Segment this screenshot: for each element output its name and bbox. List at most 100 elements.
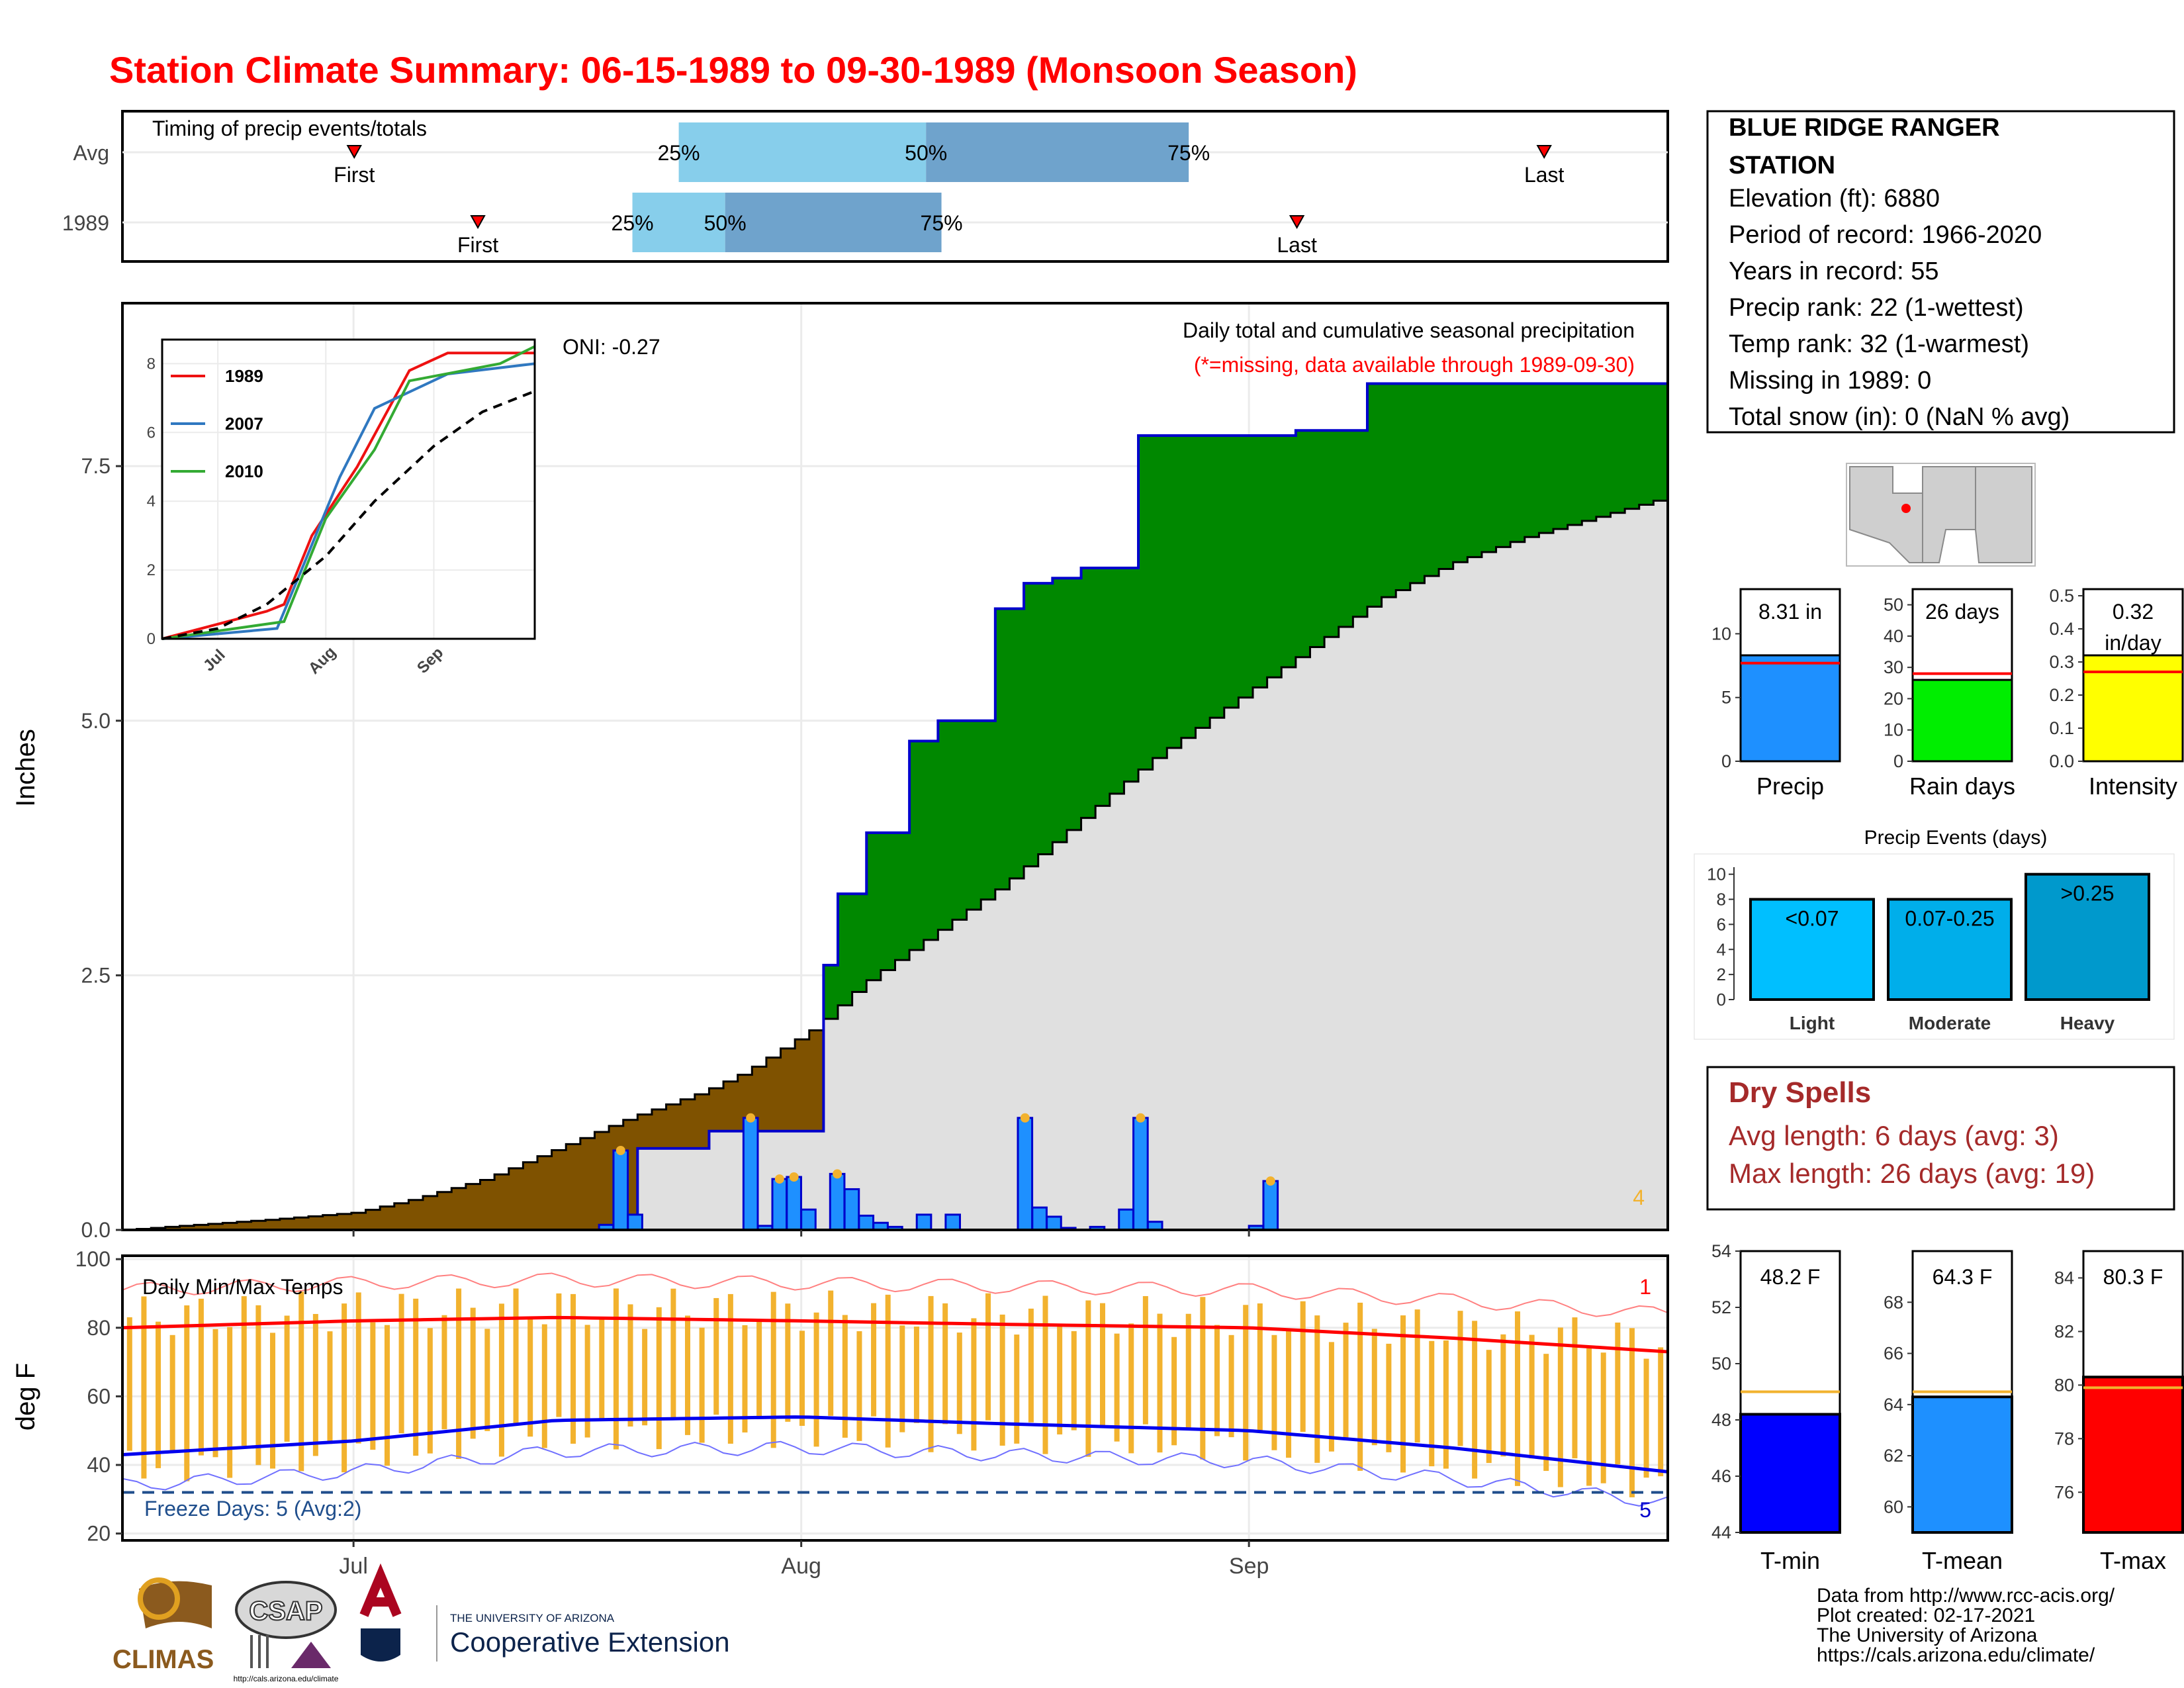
daily-temp-bar	[1457, 1311, 1463, 1446]
station-info: BLUE RIDGE RANGER STATION Elevation (ft)…	[1706, 110, 2175, 434]
timing-p25-label: 25%	[658, 141, 700, 165]
events-tick-label: 6	[1717, 914, 1726, 934]
daily-precip-bar	[829, 1172, 846, 1231]
daily-temp-bar	[541, 1324, 547, 1448]
timing-first-marker-icon	[470, 215, 486, 230]
heavy-rain-marker-icon	[833, 1169, 842, 1179]
daily-temp-bar	[1171, 1336, 1177, 1446]
temp-name-label: T-max	[2100, 1547, 2166, 1574]
mini-tick-label: 0.1	[2049, 718, 2074, 738]
precip-areas	[122, 382, 1669, 1231]
daily-temp-bar	[928, 1295, 934, 1452]
event-bar-heavy	[2025, 872, 2150, 1001]
temp-tick-label: 82	[2054, 1321, 2074, 1341]
timing-iqr-low	[632, 193, 725, 252]
daily-temp-bar	[470, 1307, 476, 1439]
daily-temp-bar	[427, 1328, 433, 1454]
daily-temp-bar	[1472, 1321, 1478, 1479]
temp-content	[122, 1272, 1668, 1507]
footer-line-3: https://cals.arizona.edu/climate/	[1817, 1644, 2095, 1666]
daily-temp-bar	[1328, 1342, 1334, 1452]
precip-ytick-label: 7.5	[81, 454, 111, 478]
timing-p25-label: 25%	[612, 211, 654, 235]
temp-ytick-label: 20	[87, 1522, 111, 1546]
daily-temp-bar	[1371, 1329, 1377, 1446]
mini-tick-label: 10	[1711, 624, 1731, 643]
daily-temp-bar	[355, 1292, 361, 1444]
precip-header-1: Daily total and cumulative seasonal prec…	[1183, 318, 1635, 342]
mini-name-label: Precip	[1756, 773, 1824, 800]
station-name-1: BLUE RIDGE RANGER	[1729, 114, 2000, 142]
csap-url: http://cals.arizona.edu/climate	[234, 1674, 339, 1683]
precip-header-2: (*=missing, data available through 1989-…	[1194, 353, 1635, 377]
daily-temp-bar	[1185, 1313, 1191, 1429]
daily-temp-bar	[1014, 1335, 1020, 1444]
daily-precip-bar	[612, 1149, 629, 1231]
daily-temp-bar	[384, 1325, 390, 1466]
station-line-1: Period of record: 1966-2020	[1729, 221, 2042, 249]
timing-row-avg: Avg	[73, 141, 109, 165]
mini-tick-label: 20	[1884, 688, 1903, 708]
mini-tick-label: 0.5	[2049, 586, 2074, 606]
inset-series-2010	[161, 345, 535, 640]
precip-surplus-area	[823, 383, 1668, 1019]
dry-max: Max length: 26 days (avg: 19)	[1729, 1158, 2095, 1189]
daily-temp-bar	[899, 1325, 905, 1432]
heavy-rain-marker-icon	[615, 1146, 625, 1155]
daily-temp-bar	[1658, 1347, 1664, 1477]
daily-temp-bar	[1429, 1340, 1435, 1467]
daily-temp-bar	[1572, 1317, 1578, 1459]
precip-panel: 0.0 2.5 5.0 7.5 Inches Daily total and cumu…	[11, 302, 1669, 1242]
temp-name-label: T-mean	[1922, 1547, 2003, 1574]
mini-tick-label: 30	[1884, 657, 1903, 677]
precip-avg-line	[122, 496, 1669, 1231]
avg-max-temp-line	[122, 1315, 1668, 1354]
daily-temp-bar	[1271, 1335, 1277, 1450]
timing-p75-label: 75%	[1167, 141, 1210, 165]
daily-temp-bar	[1286, 1330, 1292, 1458]
locator-map	[1846, 463, 2036, 567]
daily-temp-bar	[556, 1293, 562, 1417]
daily-temp-bar	[1514, 1311, 1520, 1486]
daily-temp-bar	[584, 1325, 590, 1438]
timing-row-1989: 1989	[62, 211, 109, 235]
temp-tick-label: 44	[1711, 1523, 1731, 1542]
daily-temp-bar	[1300, 1301, 1306, 1432]
daily-temp-bar	[298, 1291, 304, 1472]
temp-tick-label: 46	[1711, 1466, 1731, 1486]
temp-tick-label: 48	[1711, 1410, 1731, 1430]
precip-ytick-label: 5.0	[81, 709, 111, 733]
event-name-label: Moderate	[1909, 1013, 1991, 1033]
inset-legend-label: 1989	[225, 366, 263, 386]
events-tick-label: 2	[1717, 964, 1726, 984]
daily-temp-bar	[713, 1297, 719, 1415]
ua-line-1: THE UNIVERSITY OF ARIZONA	[450, 1612, 615, 1624]
daily-temp-bar	[284, 1315, 290, 1442]
daily-temp-bar	[1586, 1348, 1592, 1486]
mini-bar-charts: 0 5 10 8.31 in Precip 0 10 20 30 40 50 26 days Rain …	[1711, 586, 2184, 800]
event-bar-moderate	[1887, 898, 2013, 1002]
heavy-rain-marker-icon	[1265, 1176, 1275, 1186]
temp-label: Daily Min/Max Temps	[142, 1275, 343, 1299]
mini-tick-label: 0.4	[2049, 619, 2074, 639]
daily-temp-bar	[770, 1291, 776, 1448]
event-bar-light	[1749, 898, 1875, 1002]
temp-corner-bottom: 5	[1639, 1498, 1651, 1522]
inset-ytick-label: 2	[147, 561, 156, 579]
temp-ytick-label: 40	[87, 1453, 111, 1477]
record-min-line	[122, 1440, 1668, 1507]
daily-temp-bar	[756, 1321, 762, 1418]
mini-value-label: in/day	[2105, 631, 2161, 655]
inset-series-1989	[161, 352, 535, 640]
heavy-rain-marker-icon	[774, 1174, 784, 1184]
temp-value-label: 48.2 F	[1760, 1265, 1821, 1289]
precip-avg-area	[122, 496, 1668, 1231]
timing-label: Timing of precip events/totals	[152, 117, 427, 140]
temp-axes: 20 40 60 80 100 Jul Aug Sep	[75, 1247, 1269, 1579]
inset-ytick-label: 0	[147, 630, 156, 648]
heavy-rain-marker-icon	[789, 1172, 799, 1182]
daily-temp-bar	[999, 1314, 1005, 1446]
daily-precip-bar	[1262, 1180, 1279, 1231]
daily-temp-bar	[799, 1331, 805, 1426]
events-tick-label: 8	[1717, 890, 1726, 910]
